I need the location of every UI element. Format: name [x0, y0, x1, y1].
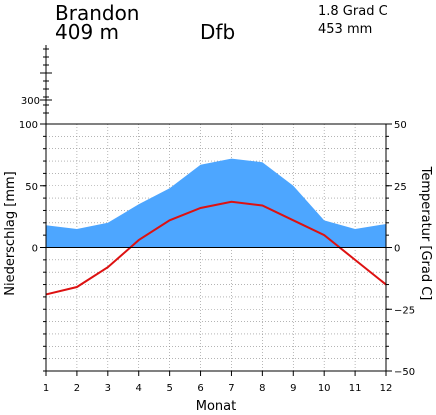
y-left-tick-label-0: 100 — [19, 120, 38, 131]
x-tick-label-6: 6 — [197, 383, 203, 394]
y-axis-label-left: Niederschlag [mm] — [3, 171, 18, 296]
x-tick-label-2: 2 — [74, 383, 80, 394]
y-right-tick-label-1: 25 — [394, 182, 407, 193]
temperature-line — [45, 200, 387, 296]
station-name: Brandon — [55, 1, 140, 25]
y-right-tick-label-2: 0 — [394, 244, 400, 255]
upper-precipitation-axis: 300 — [21, 45, 52, 124]
x-tick-label-9: 9 — [290, 383, 296, 394]
x-tick-label-5: 5 — [166, 383, 172, 394]
annual-precipitation: 453 mm — [318, 22, 373, 37]
mean-annual-temperature: 1.8 Grad C — [318, 4, 388, 19]
x-tick-label-4: 4 — [136, 383, 142, 394]
y-left-tick-label-1: 50 — [25, 182, 38, 193]
axis-ticks — [40, 123, 392, 376]
tick-label-upper-300: 300 — [21, 96, 40, 107]
station-elevation: 409 m — [55, 20, 120, 44]
x-tick-label-10: 10 — [318, 383, 331, 394]
x-tick-label-3: 3 — [105, 383, 111, 394]
climate-classification: Dfb — [200, 20, 236, 44]
x-tick-label-8: 8 — [259, 383, 265, 394]
y-right-tick-label-4: −50 — [394, 367, 415, 378]
x-tick-label-7: 7 — [228, 383, 234, 394]
x-tick-label-11: 11 — [349, 383, 362, 394]
precipitation-area — [46, 158, 386, 248]
y-left-tick-label-2: 0 — [32, 244, 38, 255]
y-right-tick-label-3: −25 — [394, 305, 415, 316]
y-right-tick-label-0: 50 — [394, 120, 407, 131]
x-tick-label-1: 1 — [43, 383, 49, 394]
y-axis-label-right: Temperatur [Grad C] — [418, 166, 433, 301]
x-tick-label-12: 12 — [380, 383, 393, 394]
x-axis-label: Monat — [196, 399, 236, 414]
